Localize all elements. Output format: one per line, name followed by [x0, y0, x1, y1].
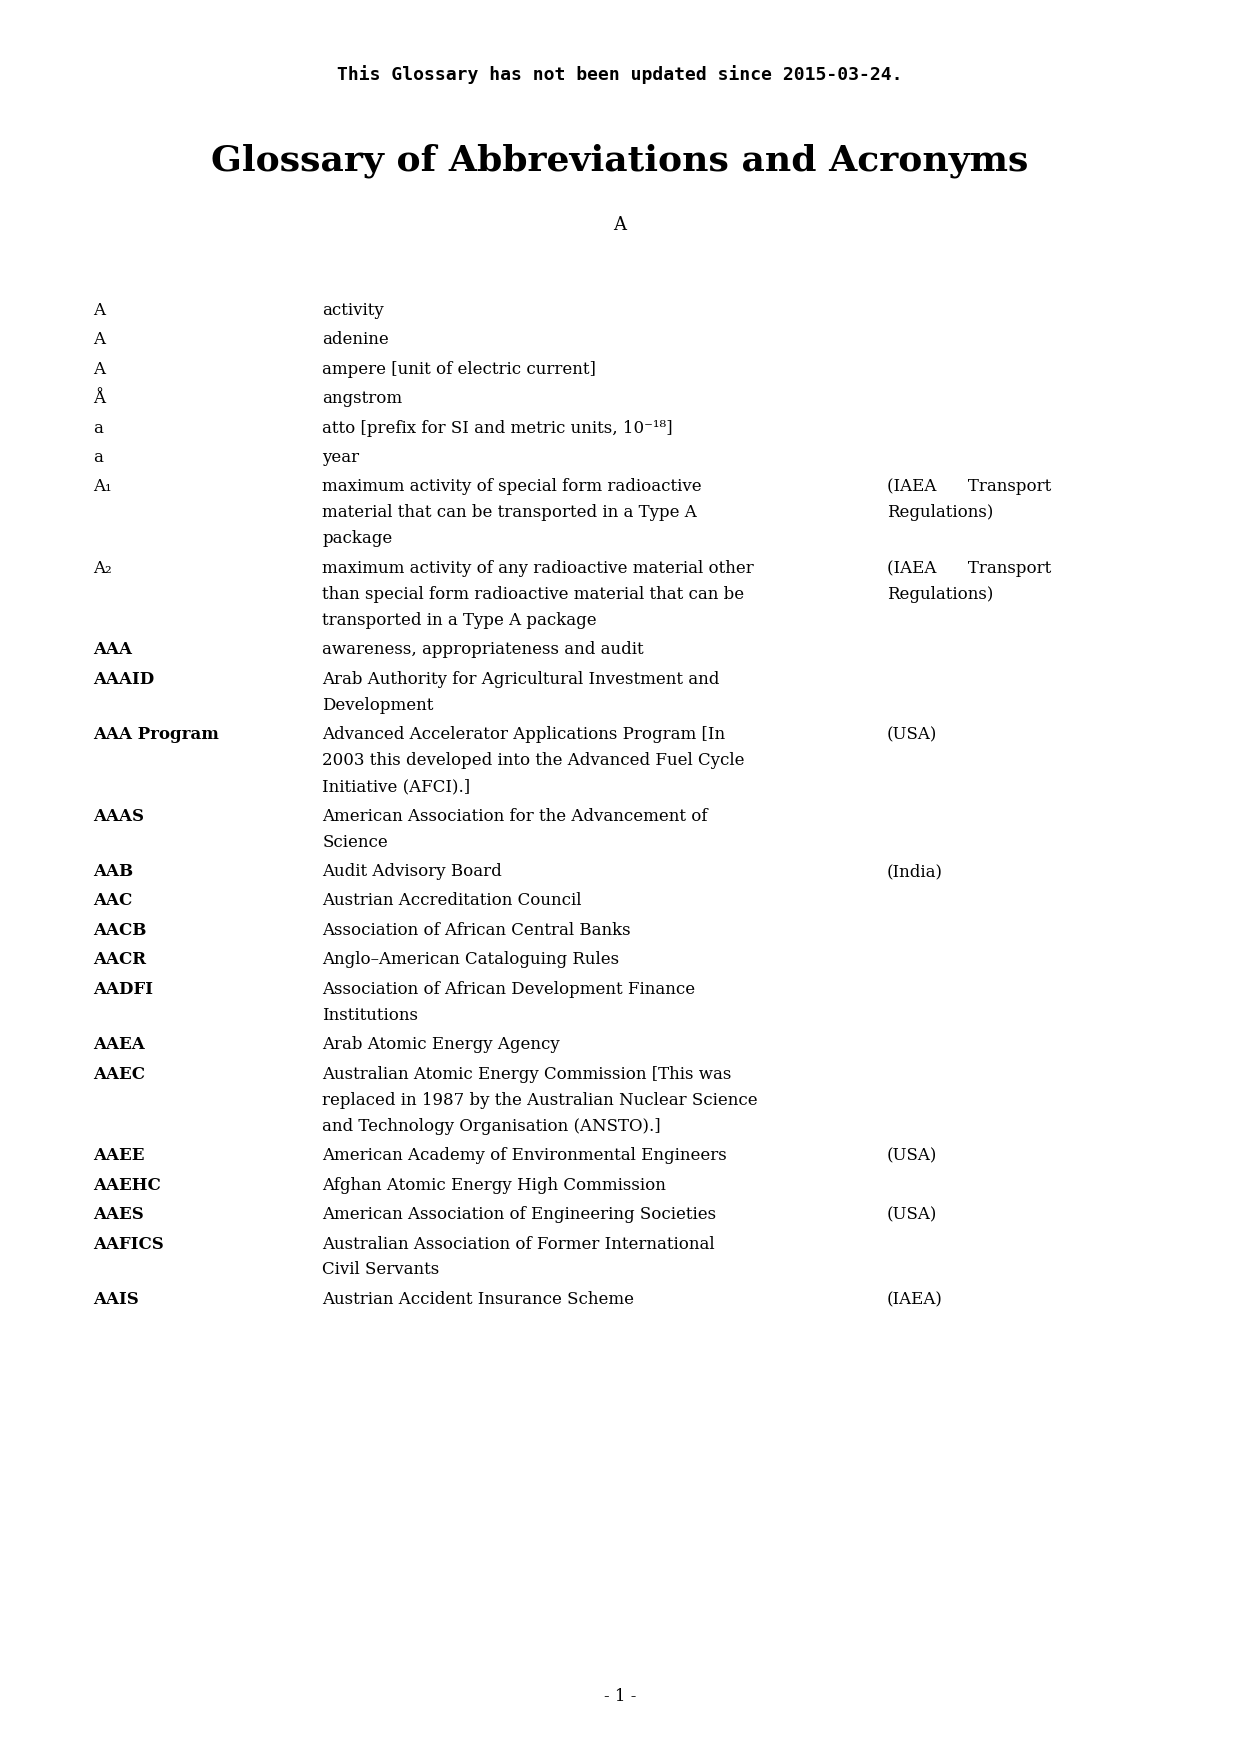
Text: American Academy of Environmental Engineers: American Academy of Environmental Engine… — [322, 1147, 727, 1165]
Text: AAEA: AAEA — [93, 1037, 145, 1052]
Text: maximum activity of special form radioactive: maximum activity of special form radioac… — [322, 479, 702, 495]
Text: Advanced Accelerator Applications Program [In: Advanced Accelerator Applications Progra… — [322, 726, 725, 744]
Text: atto [prefix for SI and metric units, 10⁻¹⁸]: atto [prefix for SI and metric units, 10… — [322, 419, 673, 437]
Text: AAFICS: AAFICS — [93, 1235, 164, 1252]
Text: Å: Å — [93, 389, 105, 407]
Text: angstrom: angstrom — [322, 389, 403, 407]
Text: A: A — [93, 302, 105, 319]
Text: Australian Atomic Energy Commission [This was: Australian Atomic Energy Commission [Thi… — [322, 1066, 732, 1082]
Text: and Technology Organisation (ANSTO).]: and Technology Organisation (ANSTO).] — [322, 1117, 661, 1135]
Text: transported in a Type A package: transported in a Type A package — [322, 612, 596, 628]
Text: A₁: A₁ — [93, 479, 112, 495]
Text: Development: Development — [322, 696, 434, 714]
Text: 2003 this developed into the Advanced Fuel Cycle: 2003 this developed into the Advanced Fu… — [322, 752, 745, 768]
Text: AAES: AAES — [93, 1207, 144, 1223]
Text: ampere [unit of electric current]: ampere [unit of electric current] — [322, 361, 596, 377]
Text: A₂: A₂ — [93, 560, 112, 577]
Text: Afghan Atomic Energy High Commission: Afghan Atomic Energy High Commission — [322, 1177, 666, 1193]
Text: Association of African Development Finance: Association of African Development Finan… — [322, 980, 696, 998]
Text: a: a — [93, 419, 103, 437]
Text: than special form radioactive material that can be: than special form radioactive material t… — [322, 586, 744, 603]
Text: AAC: AAC — [93, 893, 133, 909]
Text: AAEC: AAEC — [93, 1066, 145, 1082]
Text: AAB: AAB — [93, 863, 133, 881]
Text: Regulations): Regulations) — [887, 505, 993, 521]
Text: (USA): (USA) — [887, 1147, 937, 1165]
Text: Audit Advisory Board: Audit Advisory Board — [322, 863, 502, 881]
Text: awareness, appropriateness and audit: awareness, appropriateness and audit — [322, 642, 644, 658]
Text: A: A — [93, 361, 105, 377]
Text: AAEE: AAEE — [93, 1147, 145, 1165]
Text: Glossary of Abbreviations and Acronyms: Glossary of Abbreviations and Acronyms — [211, 144, 1029, 179]
Text: A: A — [93, 332, 105, 347]
Text: (IAEA): (IAEA) — [887, 1291, 942, 1308]
Text: adenine: adenine — [322, 332, 389, 347]
Text: AAAID: AAAID — [93, 670, 154, 688]
Text: a: a — [93, 449, 103, 467]
Text: AACR: AACR — [93, 951, 146, 968]
Text: AAAS: AAAS — [93, 807, 144, 824]
Text: Arab Atomic Energy Agency: Arab Atomic Energy Agency — [322, 1037, 560, 1052]
Text: activity: activity — [322, 302, 384, 319]
Text: Australian Association of Former International: Australian Association of Former Interna… — [322, 1235, 715, 1252]
Text: A: A — [614, 216, 626, 233]
Text: Austrian Accreditation Council: Austrian Accreditation Council — [322, 893, 582, 909]
Text: Anglo–American Cataloguing Rules: Anglo–American Cataloguing Rules — [322, 951, 620, 968]
Text: (USA): (USA) — [887, 1207, 937, 1223]
Text: Institutions: Institutions — [322, 1007, 418, 1024]
Text: Austrian Accident Insurance Scheme: Austrian Accident Insurance Scheme — [322, 1291, 635, 1308]
Text: AAIS: AAIS — [93, 1291, 139, 1308]
Text: AAEHC: AAEHC — [93, 1177, 161, 1193]
Text: AACB: AACB — [93, 923, 146, 938]
Text: This Glossary has not been updated since 2015-03-24.: This Glossary has not been updated since… — [337, 65, 903, 84]
Text: (IAEA      Transport: (IAEA Transport — [887, 560, 1050, 577]
Text: - 1 -: - 1 - — [604, 1687, 636, 1705]
Text: (USA): (USA) — [887, 726, 937, 744]
Text: AADFI: AADFI — [93, 980, 153, 998]
Text: Regulations): Regulations) — [887, 586, 993, 603]
Text: American Association for the Advancement of: American Association for the Advancement… — [322, 807, 708, 824]
Text: AAA: AAA — [93, 642, 131, 658]
Text: Association of African Central Banks: Association of African Central Banks — [322, 923, 631, 938]
Text: Civil Servants: Civil Servants — [322, 1261, 440, 1279]
Text: AAA Program: AAA Program — [93, 726, 219, 744]
Text: Science: Science — [322, 833, 388, 851]
Text: (IAEA      Transport: (IAEA Transport — [887, 479, 1050, 495]
Text: maximum activity of any radioactive material other: maximum activity of any radioactive mate… — [322, 560, 754, 577]
Text: American Association of Engineering Societies: American Association of Engineering Soci… — [322, 1207, 717, 1223]
Text: year: year — [322, 449, 360, 467]
Text: package: package — [322, 530, 393, 547]
Text: Initiative (AFCI).]: Initiative (AFCI).] — [322, 779, 470, 795]
Text: (India): (India) — [887, 863, 942, 881]
Text: replaced in 1987 by the Australian Nuclear Science: replaced in 1987 by the Australian Nucle… — [322, 1091, 758, 1109]
Text: Arab Authority for Agricultural Investment and: Arab Authority for Agricultural Investme… — [322, 670, 719, 688]
Text: material that can be transported in a Type A: material that can be transported in a Ty… — [322, 505, 697, 521]
